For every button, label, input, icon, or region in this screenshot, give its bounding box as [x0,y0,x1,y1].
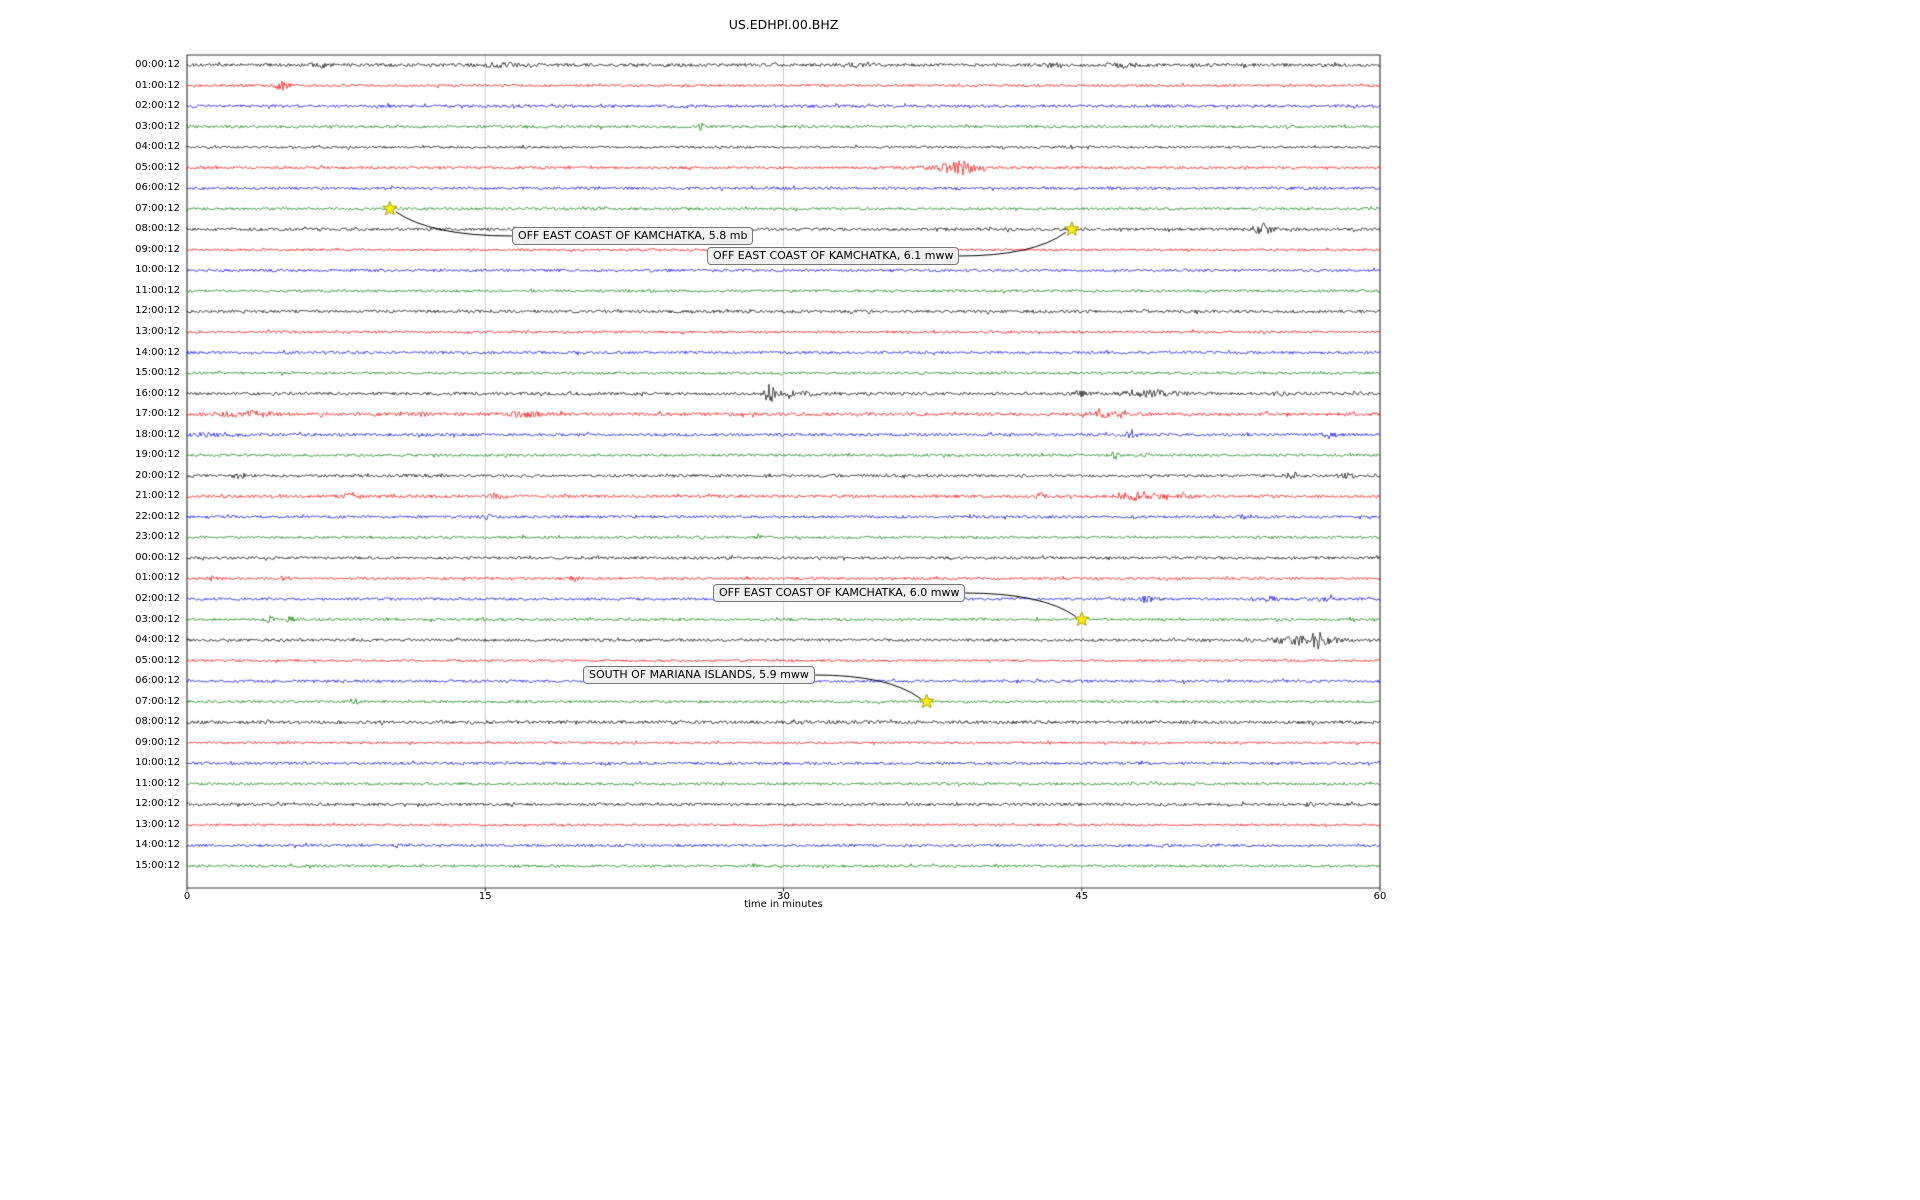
trace-time-label: 14:00:12 [135,839,180,851]
trace-time-label: 22:00:12 [135,510,180,522]
trace-time-label: 05:00:12 [135,161,180,173]
trace-time-label: 20:00:12 [135,469,180,481]
trace-time-label: 15:00:12 [135,367,180,379]
trace-time-label: 07:00:12 [135,202,180,214]
trace-time-label: 15:00:12 [135,859,180,871]
trace-time-label: 08:00:12 [135,223,180,235]
trace-time-label: 13:00:12 [135,818,180,830]
trace-time-label: 11:00:12 [135,777,180,789]
x-tick-label: 45 [1075,891,1089,902]
trace-time-label: 18:00:12 [135,428,180,440]
trace-time-label: 06:00:12 [135,182,180,194]
event-annotation: SOUTH OF MARIANA ISLANDS, 5.9 mww [583,666,815,684]
trace-time-label: 00:00:12 [135,59,180,70]
x-tick-label: 60 [1373,891,1387,902]
trace-time-label: 19:00:12 [135,449,180,461]
trace-time-label: 07:00:12 [135,695,180,707]
trace-time-label: 10:00:12 [135,757,180,769]
event-annotation: OFF EAST COAST OF KAMCHATKA, 6.0 mww [713,584,966,602]
x-axis-label: time in minutes [744,899,823,910]
trace-time-label: 03:00:12 [135,613,180,625]
trace-time-label: 17:00:12 [135,408,180,420]
trace-time-label: 02:00:12 [135,100,180,112]
x-tick-label: 15 [478,891,492,902]
trace-time-label: 23:00:12 [135,531,180,543]
trace-time-label: 01:00:12 [135,572,180,584]
trace-time-label: 04:00:12 [135,141,180,153]
trace-time-label: 14:00:12 [135,346,180,358]
chart-title: US.EDHPI.00.BHZ [728,17,839,32]
trace-time-label: 05:00:12 [135,654,180,666]
event-annotation: OFF EAST COAST OF KAMCHATKA, 5.8 mb [512,227,754,245]
trace-time-label: 11:00:12 [135,284,180,296]
trace-time-label: 13:00:12 [135,325,180,337]
trace-time-label: 01:00:12 [135,79,180,91]
event-annotation: OFF EAST COAST OF KAMCHATKA, 6.1 mww [707,247,960,265]
x-tick-label: 0 [183,891,191,902]
trace-time-label: 00:00:12 [135,551,180,563]
trace-time-label: 12:00:12 [135,305,180,317]
trace-time-label: 04:00:12 [135,634,180,646]
trace-time-label: 02:00:12 [135,592,180,604]
trace-time-label: 03:00:12 [135,120,180,132]
trace-time-label: 16:00:12 [135,387,180,399]
trace-time-label: 09:00:12 [135,243,180,255]
trace-time-label: 08:00:12 [135,716,180,728]
trace-time-label: 06:00:12 [135,675,180,687]
trace-time-label: 10:00:12 [135,264,180,276]
x-tick-label: 30 [777,891,790,902]
trace-time-label: 09:00:12 [135,736,180,748]
trace-time-label: 12:00:12 [135,798,180,810]
trace-time-label: 21:00:12 [135,490,180,502]
